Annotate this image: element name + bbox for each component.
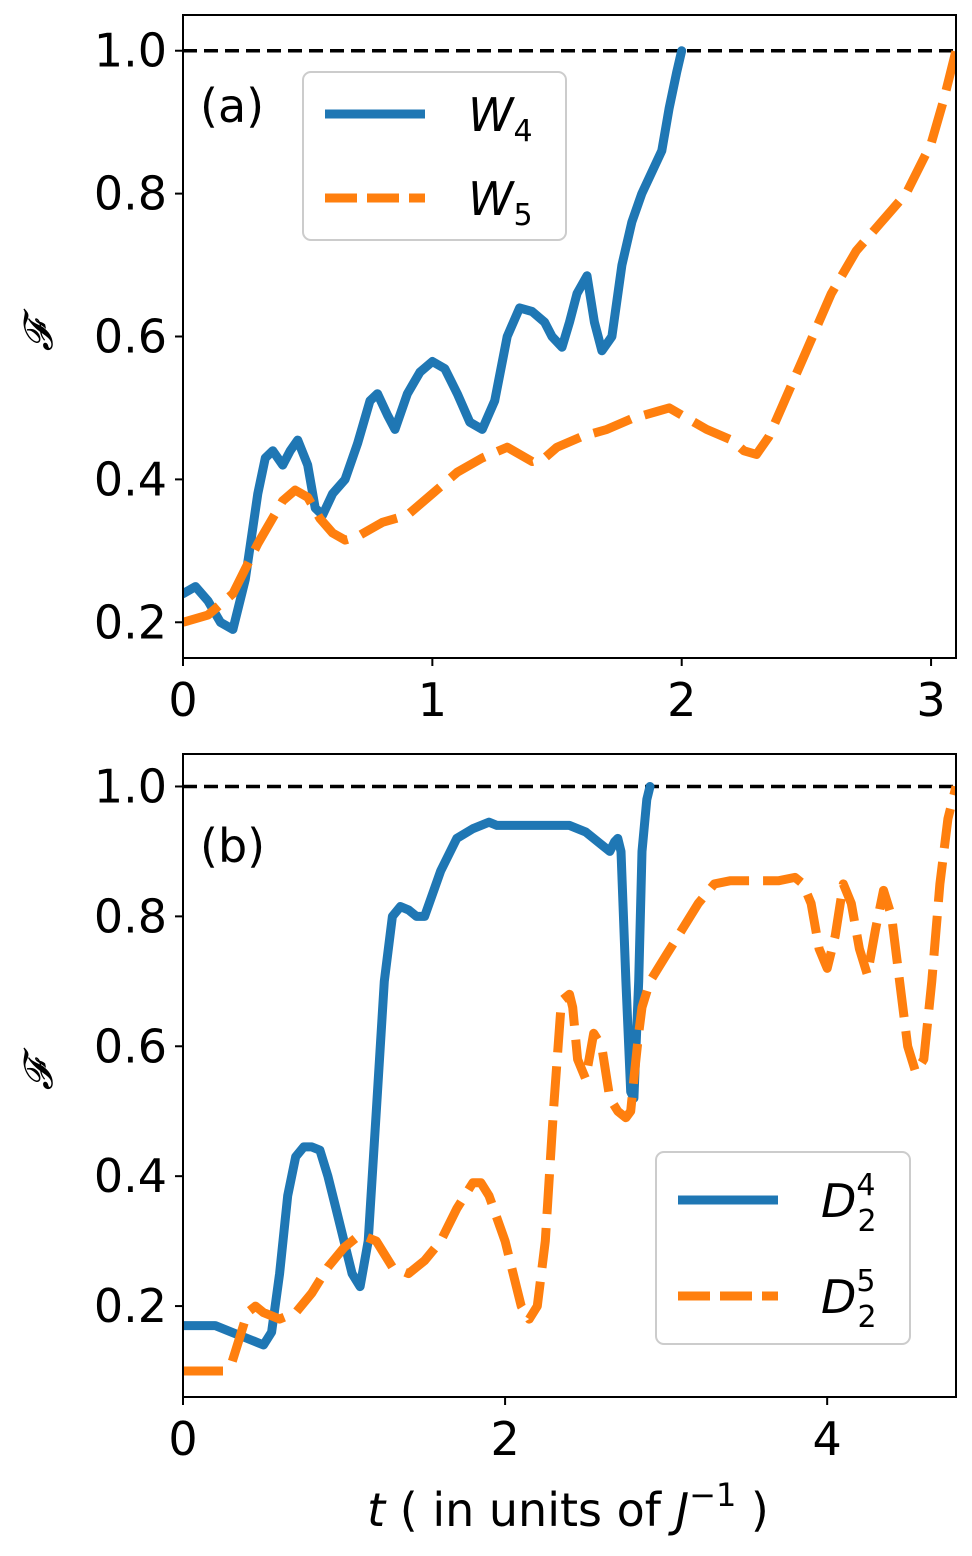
legend: D4 2D5 2 <box>655 1151 911 1345</box>
panel-label: (b) <box>200 819 265 873</box>
x-tick-label: 2 <box>667 673 696 727</box>
legend-label-1: W4 <box>468 88 533 149</box>
y-tick-label: 0.2 <box>94 595 167 649</box>
x-tick-label: 0 <box>168 673 197 727</box>
axes-frame <box>182 753 957 1398</box>
x-tick-label: 3 <box>916 673 945 727</box>
legend-label-2: W5 <box>468 172 533 233</box>
y-tick-label: 0.4 <box>94 1149 167 1203</box>
y-tick-label: 0.6 <box>94 310 167 364</box>
x-tick-label: 1 <box>418 673 447 727</box>
series-line-1 <box>183 46 687 634</box>
x-tick-label: 0 <box>168 1412 197 1466</box>
x-axis-label-t: t <box>367 1483 387 1537</box>
y-tick-label: 0.4 <box>94 452 167 506</box>
series-line-1 <box>183 782 655 1350</box>
x-tick-label: 2 <box>490 1412 519 1466</box>
y-tick-label: 0.8 <box>94 889 167 943</box>
x-tick-label: 4 <box>813 1412 842 1466</box>
panel-b: 0 2 40.20.40.60.81.0𝓕(b)D4 2D5 2 <box>16 753 957 1466</box>
y-tick-label: 0.2 <box>94 1279 167 1333</box>
legend-label-1: D4 2 <box>821 1168 877 1239</box>
series-line-2 <box>183 785 956 1376</box>
series-group <box>183 46 956 634</box>
series-line-2 <box>183 49 956 627</box>
series-group <box>183 782 956 1376</box>
x-axis-label-sup: −1 <box>689 1476 736 1514</box>
panel-label: (a) <box>200 79 264 133</box>
y-axis-label: 𝓕 <box>16 1047 62 1090</box>
y-tick-label: 0.6 <box>94 1019 167 1073</box>
legend-label-2: D5 2 <box>821 1264 877 1335</box>
y-tick-label: 1.0 <box>94 24 167 78</box>
y-tick-label: 0.8 <box>94 167 167 221</box>
x-axis-label-mid: ( in units of <box>385 1483 675 1537</box>
x-axis-label-end: ) <box>736 1483 769 1537</box>
x-axis-label: t ( in units of J−1 ) <box>367 1476 769 1537</box>
y-axis-label: 𝓕 <box>16 308 62 351</box>
y-tick-label: 1.0 <box>94 759 167 813</box>
